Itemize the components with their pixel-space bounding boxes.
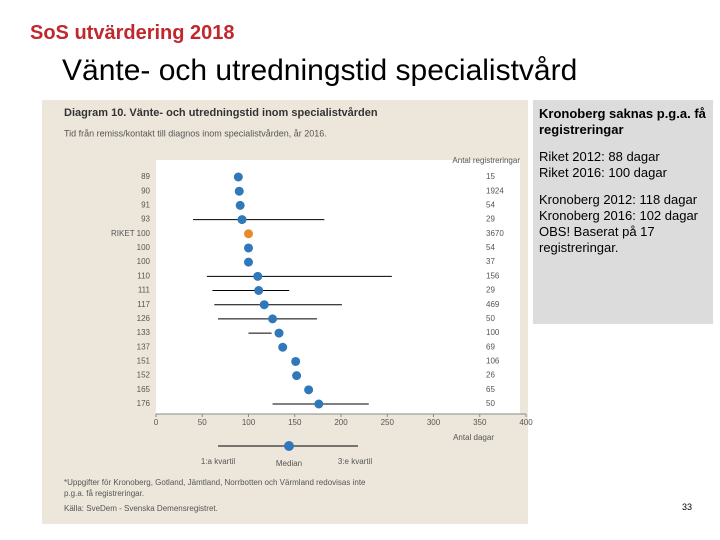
x-tick-label: 300: [427, 418, 441, 427]
note-line: OBS! Baserat på 17 registreringar.: [539, 224, 655, 255]
y-tick-label: 165: [137, 385, 151, 394]
page-number: 33: [682, 502, 693, 512]
y-tick-label: 100: [137, 243, 151, 252]
x-tick-label: 350: [473, 418, 487, 427]
counts-label: Antal registreringar: [452, 156, 520, 165]
y-tick-label: 137: [137, 342, 151, 351]
count-label: 37: [486, 257, 495, 266]
median-dot: [254, 286, 264, 295]
count-label: 3670: [486, 229, 504, 238]
median-dot: [259, 300, 269, 310]
count-label: 1924: [486, 186, 504, 195]
median-dot: [253, 271, 263, 281]
y-tick-label: 89: [141, 172, 150, 181]
median-dot: [278, 342, 288, 352]
median-dot: [244, 229, 253, 239]
legend-label: 3:e kvartil: [338, 457, 372, 466]
chart-subtitle: Tid från remiss/kontakt till diagnos ino…: [64, 128, 327, 138]
note-line: Riket 2016: 100 dagar: [539, 165, 667, 180]
median-dot: [244, 257, 253, 267]
y-tick-label: 117: [137, 300, 150, 309]
x-axis-label: Antal dagar: [453, 433, 494, 442]
footnote: p.g.a. få registreringar.: [64, 489, 144, 498]
footnote: Källa: SveDem - Svenska Demensregistret.: [64, 504, 218, 513]
x-tick-label: 400: [519, 418, 533, 427]
count-label: 50: [486, 314, 495, 323]
note-line: Kronoberg saknas p.g.a. få registreringa…: [539, 106, 706, 137]
legend-label: Median: [276, 459, 302, 468]
legend-label: 1:a kvartil: [201, 457, 235, 466]
y-tick-label: 93: [141, 215, 150, 224]
median-dot: [268, 314, 278, 324]
count-label: 106: [486, 357, 500, 366]
y-tick-label: 90: [141, 186, 150, 195]
y-tick-label: 152: [137, 371, 151, 380]
y-tick-label: 110: [137, 271, 150, 280]
note-group: Kronoberg saknas p.g.a. få registreringa…: [539, 106, 707, 138]
count-label: 29: [486, 286, 495, 295]
notes-box: Kronoberg saknas p.g.a. få registreringa…: [533, 100, 713, 324]
x-tick-label: 250: [381, 418, 395, 427]
median-dot: [291, 356, 301, 366]
count-label: 50: [486, 399, 495, 408]
x-tick-label: 0: [154, 418, 159, 427]
median-dot: [233, 172, 243, 182]
note-line: Riket 2012: 88 dagar: [539, 149, 660, 164]
note-group: Kronoberg 2012: 118 dagar Kronoberg 2016:…: [539, 192, 707, 256]
y-tick-label: RIKET 100: [111, 229, 151, 238]
median-dot: [244, 243, 253, 253]
note-group: Riket 2012: 88 dagar Riket 2016: 100 daga…: [539, 149, 707, 181]
x-tick-label: 200: [334, 418, 348, 427]
count-label: 469: [486, 300, 500, 309]
median-dot: [234, 186, 244, 196]
y-tick-label: 126: [137, 314, 151, 323]
footnote: *Uppgifter för Kronoberg, Gotland, Jämtl…: [64, 478, 366, 487]
y-tick-label: 176: [137, 399, 151, 408]
median-dot: [304, 385, 314, 395]
y-tick-label: 133: [137, 328, 151, 337]
note-line: Kronoberg 2016: 102 dagar: [539, 208, 699, 223]
note-line: Kronoberg 2012: 118 dagar: [539, 192, 698, 207]
y-tick-label: 91: [141, 200, 150, 209]
plot-area: [156, 160, 520, 414]
median-dot: [237, 215, 247, 225]
count-label: 54: [486, 243, 495, 252]
slide-title: Vänte- och utredningstid specialistvård: [62, 54, 578, 87]
count-label: 29: [486, 215, 495, 224]
x-tick-label: 100: [242, 418, 256, 427]
count-label: 156: [486, 271, 500, 280]
legend-dot: [284, 441, 294, 451]
count-label: 100: [486, 328, 500, 337]
count-label: 15: [486, 172, 495, 181]
brand: SoS utvärdering 2018: [30, 22, 235, 44]
y-tick-label: 111: [138, 286, 151, 295]
x-tick-label: 150: [288, 418, 302, 427]
chart-title: Diagram 10. Vänte- och utredningstid ino…: [64, 107, 378, 119]
count-label: 69: [486, 342, 495, 351]
x-tick-label: 50: [198, 418, 207, 427]
count-label: 54: [486, 200, 495, 209]
count-label: 65: [486, 385, 495, 394]
median-dot: [235, 200, 245, 210]
median-dot: [274, 328, 284, 338]
y-tick-label: 151: [137, 357, 151, 366]
median-dot: [292, 371, 302, 381]
y-tick-label: 100: [137, 257, 151, 266]
median-dot: [314, 399, 324, 409]
count-label: 26: [486, 371, 495, 380]
